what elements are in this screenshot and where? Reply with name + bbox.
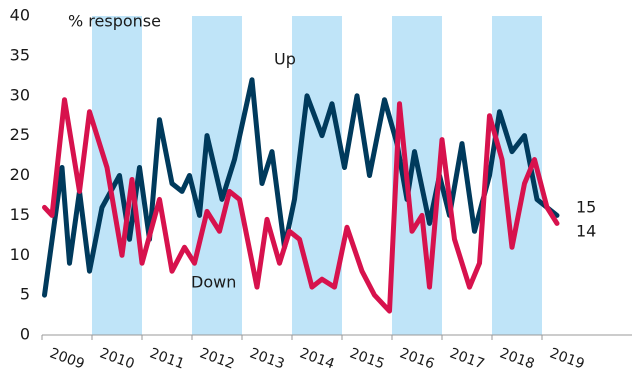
end-value-label: 14 bbox=[576, 222, 596, 241]
x-tick-label: 2016 bbox=[398, 345, 437, 372]
y-tick-label: 5 bbox=[20, 285, 30, 304]
up-annotation: Up bbox=[274, 50, 296, 69]
x-tick-label: 2017 bbox=[448, 345, 487, 372]
series-line bbox=[42, 77, 560, 298]
y-tick-label: 40 bbox=[10, 6, 30, 25]
lines bbox=[42, 77, 560, 314]
y-tick-label: 25 bbox=[10, 125, 30, 144]
series-line bbox=[42, 97, 560, 314]
y-tick-label: 15 bbox=[10, 205, 30, 224]
y-tick-label: 35 bbox=[10, 45, 30, 64]
y-tick-label: 20 bbox=[10, 165, 30, 184]
x-tick-label: 2018 bbox=[498, 345, 537, 372]
unit-annotation: % response bbox=[68, 12, 161, 31]
y-tick-label: 0 bbox=[20, 325, 30, 344]
bands bbox=[92, 16, 542, 335]
x-tick-label: 2010 bbox=[98, 345, 137, 372]
x-tick-label: 2015 bbox=[348, 345, 387, 372]
y-tick-label: 10 bbox=[10, 245, 30, 264]
x-tick-label: 2009 bbox=[48, 345, 87, 372]
x-tick-label: 2019 bbox=[548, 345, 587, 372]
x-tick-label: 2013 bbox=[248, 345, 287, 372]
x-tick-label: 2014 bbox=[298, 345, 337, 372]
x-tick-label: 2011 bbox=[148, 345, 187, 372]
x-tick-label: 2012 bbox=[198, 345, 237, 372]
down-annotation: Down bbox=[191, 273, 236, 292]
end-value-label: 15 bbox=[576, 198, 596, 217]
y-tick-label: 30 bbox=[10, 85, 30, 104]
